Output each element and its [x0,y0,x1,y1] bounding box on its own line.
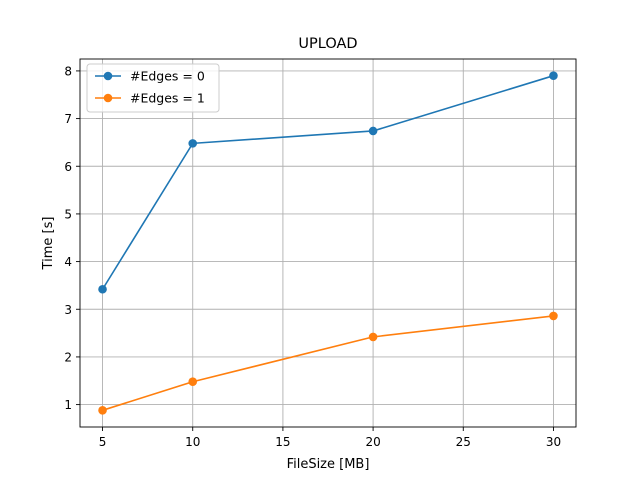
data-point [98,406,107,415]
x-tick-label: 15 [275,435,290,449]
data-point [368,332,378,342]
data-point [98,284,107,294]
chart-title: UPLOAD [298,36,357,52]
y-tick-label: 5 [64,207,72,221]
axis-ticks: 5 10 15 20 25 30 1 2 3 4 5 6 7 8 [64,64,561,449]
x-axis-label: FileSize [MB] [287,457,370,472]
legend-marker-swatch [103,71,113,81]
y-axis-label: Time [s] [41,217,56,271]
y-tick-label: 2 [64,350,72,364]
plot-frame [79,58,577,428]
legend-entry: #Edges = 0 [95,69,205,84]
data-point [549,311,558,321]
series-layer [98,71,558,415]
y-tick-label: 1 [64,398,72,412]
data-point [188,377,198,387]
x-tick-label: 25 [456,435,471,449]
legend-marker-swatch [103,93,113,103]
y-tick-label: 4 [64,255,72,269]
legend-label: #Edges = 1 [130,91,205,106]
data-point [549,71,558,80]
series-line [101,74,555,291]
y-tick-label: 7 [64,112,72,126]
x-tick-label: 20 [365,435,380,449]
data-point [368,126,378,136]
y-tick-label: 3 [64,303,72,317]
series-1 [98,311,558,415]
series-line [101,315,555,412]
data-point [188,139,198,148]
legend-label: #Edges = 0 [130,69,205,84]
series-0 [98,71,558,294]
grid-lines [80,59,576,427]
legend-entry: #Edges = 1 [95,91,205,106]
legend: #Edges = 0 #Edges = 1 [86,63,220,113]
x-tick-label: 5 [99,435,107,449]
y-tick-label: 6 [64,160,72,174]
x-tick-label: 10 [185,435,200,449]
x-tick-label: 30 [546,435,561,449]
y-tick-label: 8 [64,64,72,78]
